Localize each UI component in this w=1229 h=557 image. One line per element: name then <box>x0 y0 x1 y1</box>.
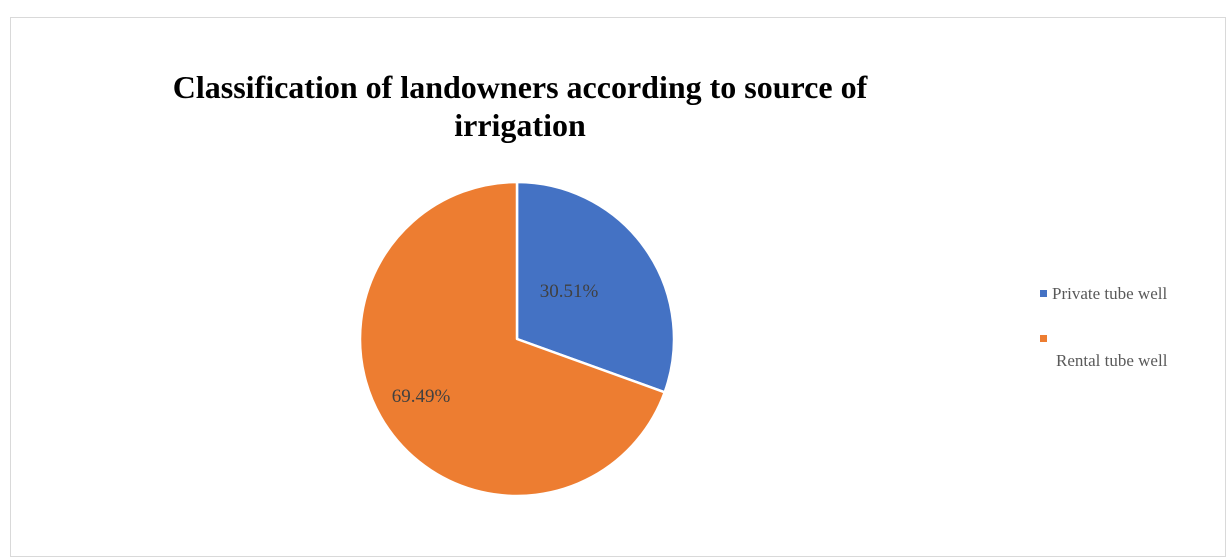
pie-chart: 30.51% 69.49% <box>0 0 1229 543</box>
data-label-rental-tube-well: 69.49% <box>392 386 451 407</box>
legend-label-rental-tube-well: Rental tube well <box>1056 350 1167 372</box>
legend-swatch-private-tube-well <box>1040 290 1047 297</box>
legend: Private tube well Rental tube well <box>1040 283 1167 350</box>
legend-label-private-tube-well: Private tube well <box>1052 284 1167 303</box>
legend-swatch-rental-tube-well <box>1040 335 1047 342</box>
data-label-private-tube-well: 30.51% <box>540 281 599 302</box>
legend-item-rental-tube-well: Rental tube well <box>1040 328 1167 350</box>
pie-slices <box>360 182 674 496</box>
legend-item-private-tube-well: Private tube well <box>1040 283 1167 305</box>
